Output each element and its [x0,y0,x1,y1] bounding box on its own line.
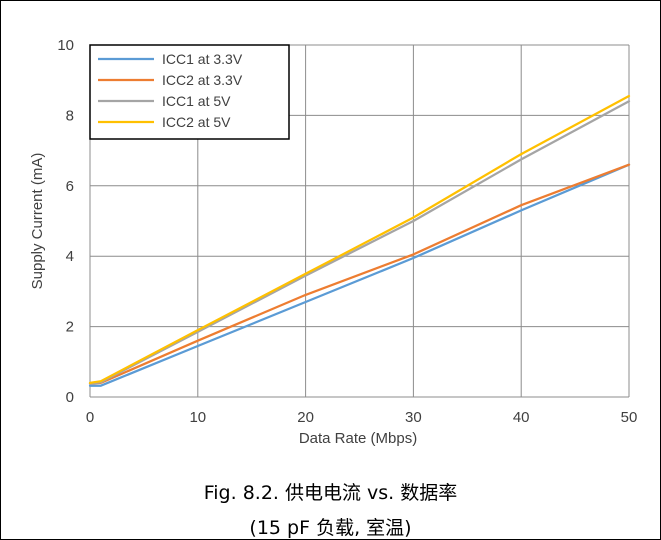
supply-current-chart: 0 10 20 30 40 50 0 2 4 6 8 10 Data Rate (Mbps) Supp… [29,37,637,447]
series-lines [88,94,631,387]
figure-caption-title: Fig. 8.2. 供电电流 vs. 数据率 [203,482,458,504]
series-line [88,100,631,385]
y-tick-label: 10 [57,37,74,54]
x-axis-label: Data Rate (Mbps) [299,430,417,447]
x-tick-label: 30 [405,409,422,426]
y-tick-label: 6 [66,178,74,195]
x-tick-label: 10 [189,409,206,426]
legend-entry: ICC1 at 5V [162,93,231,109]
y-tick-label: 2 [66,319,74,336]
figure-caption-subtitle: (15 pF 负载, 室温) [249,517,412,539]
legend-entry: ICC2 at 3.3V [162,72,243,88]
series-line [88,163,631,385]
legend-entry: ICC2 at 5V [162,114,231,130]
legend-entry: ICC1 at 3.3V [162,51,243,67]
x-tick-label: 0 [86,409,94,426]
y-tick-label: 0 [66,389,74,406]
x-tick-label: 20 [297,409,314,426]
x-tick-label: 50 [621,409,638,426]
y-tick-label: 4 [66,248,74,265]
legend: ICC1 at 3.3V ICC2 at 3.3V ICC1 at 5V ICC2 a… [89,44,290,140]
series-line [88,163,631,387]
legend-box [89,44,290,140]
y-tick-label: 8 [66,107,74,124]
tick-labels: 0 10 20 30 40 50 0 2 4 6 8 10 [57,37,637,426]
y-axis-label: Supply Current (mA) [29,153,46,290]
series-line [88,94,631,385]
x-tick-label: 40 [513,409,530,426]
